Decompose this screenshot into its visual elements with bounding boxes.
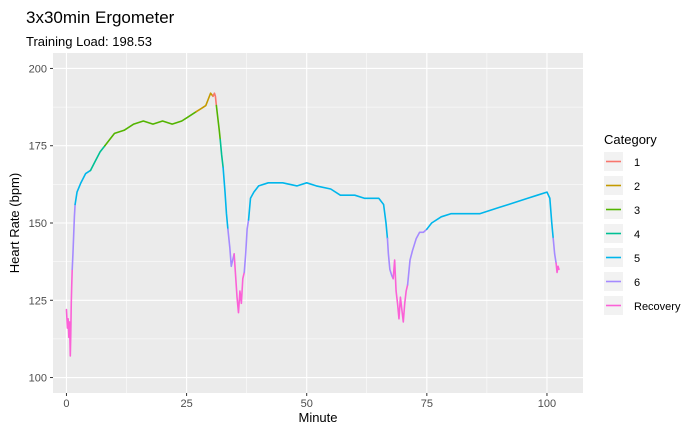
grid-major: [53, 53, 583, 393]
x-tick-label: 0: [63, 398, 69, 410]
x-axis-ticks: 0 25 50 75 100: [63, 393, 556, 410]
x-tick-label: 100: [538, 398, 556, 410]
y-axis-ticks: 100 125 150 175 200: [29, 63, 53, 385]
series-line-recovery: [555, 262, 560, 274]
series-line-6: [227, 228, 235, 268]
series-line-5: [74, 169, 92, 206]
series-lines: [65, 92, 560, 357]
legend-label: 6: [634, 277, 640, 289]
series-line-4: [89, 144, 106, 172]
x-tick-label: 75: [421, 398, 433, 410]
series-line-6: [386, 237, 394, 280]
chart-subtitle: Training Load: 198.53: [26, 34, 152, 49]
legend-keys: 1 2 3 4 5 6 Recovery: [604, 152, 681, 315]
x-axis-title: Minute: [298, 410, 337, 425]
y-tick-label: 175: [29, 141, 47, 153]
x-tick-label: 25: [180, 398, 192, 410]
y-tick-label: 125: [29, 295, 47, 307]
series-line-recovery: [65, 268, 74, 357]
series-line-recovery: [392, 259, 409, 323]
y-axis-title: Heart Rate (bpm): [7, 173, 22, 273]
legend-label: 4: [634, 229, 640, 241]
legend-label: 2: [634, 181, 640, 193]
legend-title: Category: [604, 132, 657, 147]
series-line-4: [219, 138, 224, 169]
y-tick-label: 100: [29, 373, 47, 385]
series-line-3: [215, 104, 222, 141]
series-line-5: [247, 182, 389, 240]
series-line-6: [552, 237, 557, 264]
x-tick-label: 50: [301, 398, 313, 410]
y-tick-label: 200: [29, 63, 47, 75]
legend-label: 3: [634, 205, 640, 217]
series-line-2: [195, 92, 214, 113]
series-line-5: [426, 191, 555, 240]
legend-label: 5: [634, 253, 640, 265]
series-line-3: [104, 110, 197, 147]
series-line-1: [212, 92, 218, 107]
series-line-6: [406, 228, 428, 286]
legend-label: Recovery: [634, 301, 681, 313]
series-line-recovery: [233, 253, 246, 314]
chart-title: 3x30min Ergometer: [26, 8, 175, 27]
series-line-6: [71, 203, 76, 271]
y-tick-label: 150: [29, 218, 47, 230]
series-line-6: [243, 219, 250, 274]
legend-label: 1: [634, 157, 640, 169]
legend: Category 1 2 3 4 5 6 Recovery: [604, 132, 681, 315]
series-line-5: [222, 166, 229, 230]
